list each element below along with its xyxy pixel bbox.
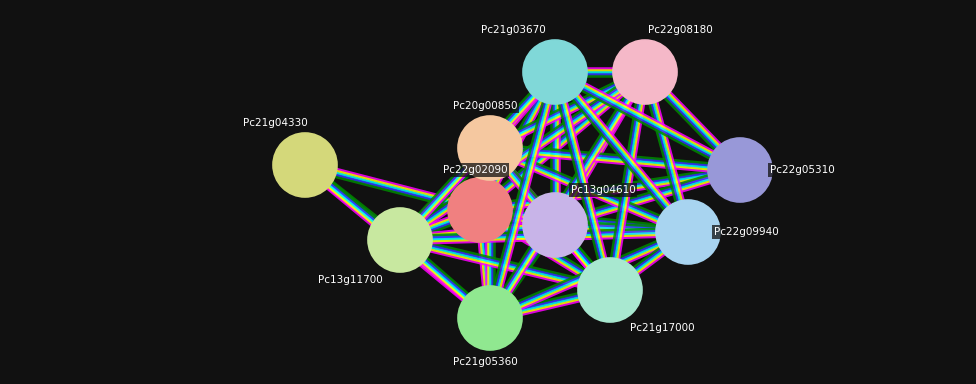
Circle shape bbox=[523, 40, 587, 104]
Text: Pc22g02090: Pc22g02090 bbox=[443, 165, 508, 175]
Text: Pc22g08180: Pc22g08180 bbox=[648, 25, 712, 35]
Circle shape bbox=[458, 286, 522, 350]
Circle shape bbox=[656, 200, 720, 264]
Text: Pc21g05360: Pc21g05360 bbox=[453, 357, 517, 367]
Circle shape bbox=[613, 40, 677, 104]
Text: Pc21g17000: Pc21g17000 bbox=[630, 323, 694, 333]
Text: Pc21g04330: Pc21g04330 bbox=[243, 118, 307, 128]
Circle shape bbox=[578, 258, 642, 322]
Text: Pc22g05310: Pc22g05310 bbox=[770, 165, 834, 175]
Circle shape bbox=[523, 193, 587, 257]
Circle shape bbox=[458, 116, 522, 180]
Text: Pc22g09940: Pc22g09940 bbox=[713, 227, 779, 237]
Text: Pc21g03670: Pc21g03670 bbox=[480, 25, 546, 35]
Text: Pc13g11700: Pc13g11700 bbox=[317, 275, 383, 285]
Text: Pc13g04610: Pc13g04610 bbox=[571, 185, 635, 195]
Circle shape bbox=[273, 133, 337, 197]
Circle shape bbox=[448, 178, 512, 242]
Text: Pc20g00850: Pc20g00850 bbox=[453, 101, 517, 111]
Circle shape bbox=[708, 138, 772, 202]
Circle shape bbox=[368, 208, 432, 272]
